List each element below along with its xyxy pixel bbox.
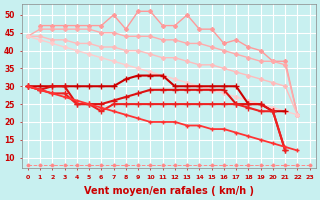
X-axis label: Vent moyen/en rafales ( km/h ): Vent moyen/en rafales ( km/h ) [84, 186, 254, 196]
